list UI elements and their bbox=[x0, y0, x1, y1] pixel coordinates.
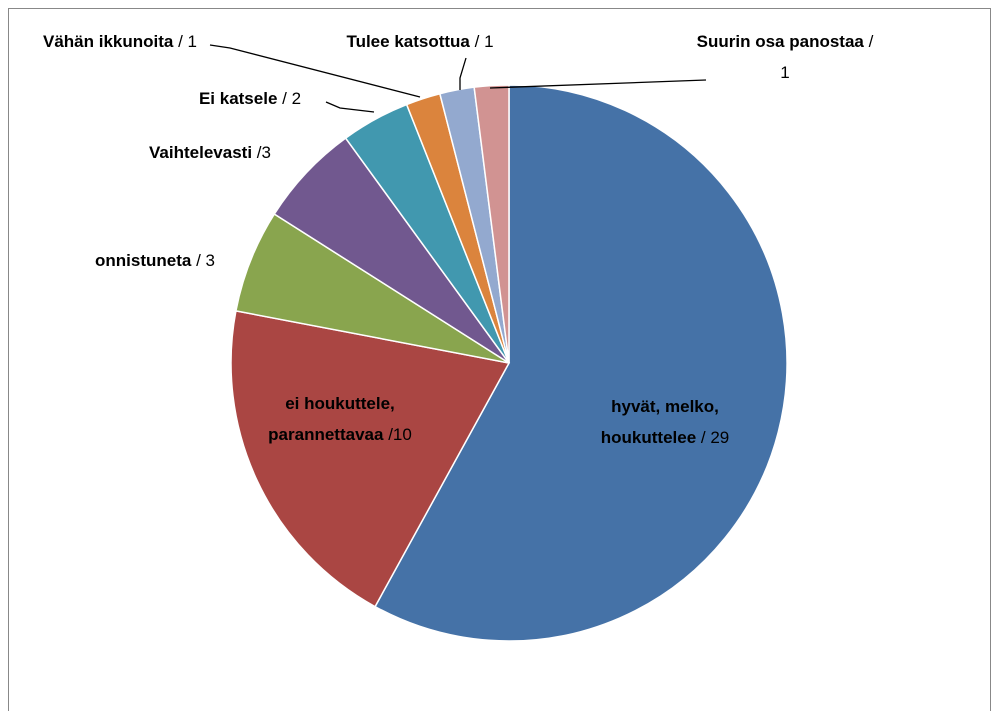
data-label: ei houkuttele, parannettavaa /10 bbox=[250, 388, 430, 450]
category-label: Vähän ikkunoita bbox=[42, 32, 174, 51]
data-label: hyvät, melko, houkuttelee / 29 bbox=[585, 391, 745, 453]
pie-slice bbox=[374, 84, 788, 642]
data-label: Tulee katsottua / 1 bbox=[330, 26, 510, 57]
leader-line bbox=[209, 44, 421, 98]
data-label: Vähän ikkunoita / 1 bbox=[20, 26, 220, 57]
leader-line bbox=[325, 101, 375, 113]
category-label: ei houkuttele, parannettavaa bbox=[268, 394, 395, 444]
category-label: Vaihtelevasti bbox=[149, 143, 253, 162]
value-label: / 1 bbox=[780, 32, 874, 82]
category-label: Tulee katsottua bbox=[346, 32, 470, 51]
leader-lines bbox=[209, 44, 707, 113]
value-label: /3 bbox=[256, 143, 271, 162]
category-label: hyvät, melko, houkuttelee bbox=[600, 397, 719, 447]
value-label: / 1 bbox=[474, 32, 494, 51]
pie bbox=[230, 84, 788, 642]
leader-line bbox=[489, 79, 707, 89]
data-label: onnistuneta / 3 bbox=[60, 245, 250, 276]
value-label: / 2 bbox=[282, 89, 302, 108]
value-label: / 1 bbox=[178, 32, 197, 51]
data-label: Suurin osa panostaa / 1 bbox=[690, 26, 880, 88]
category-label: onnistuneta bbox=[95, 251, 192, 270]
value-label: / 29 bbox=[700, 428, 730, 447]
value-label: / 3 bbox=[196, 251, 215, 270]
category-label: Ei katsele bbox=[198, 89, 278, 108]
value-label: /10 bbox=[388, 425, 412, 444]
pie-slice bbox=[230, 310, 511, 608]
data-label: Vaihtelevasti /3 bbox=[110, 137, 310, 168]
data-label: Ei katsele / 2 bbox=[165, 83, 335, 114]
leader-line bbox=[459, 57, 467, 90]
category-label: Suurin osa panostaa bbox=[696, 32, 864, 51]
pie-slice bbox=[473, 84, 510, 364]
